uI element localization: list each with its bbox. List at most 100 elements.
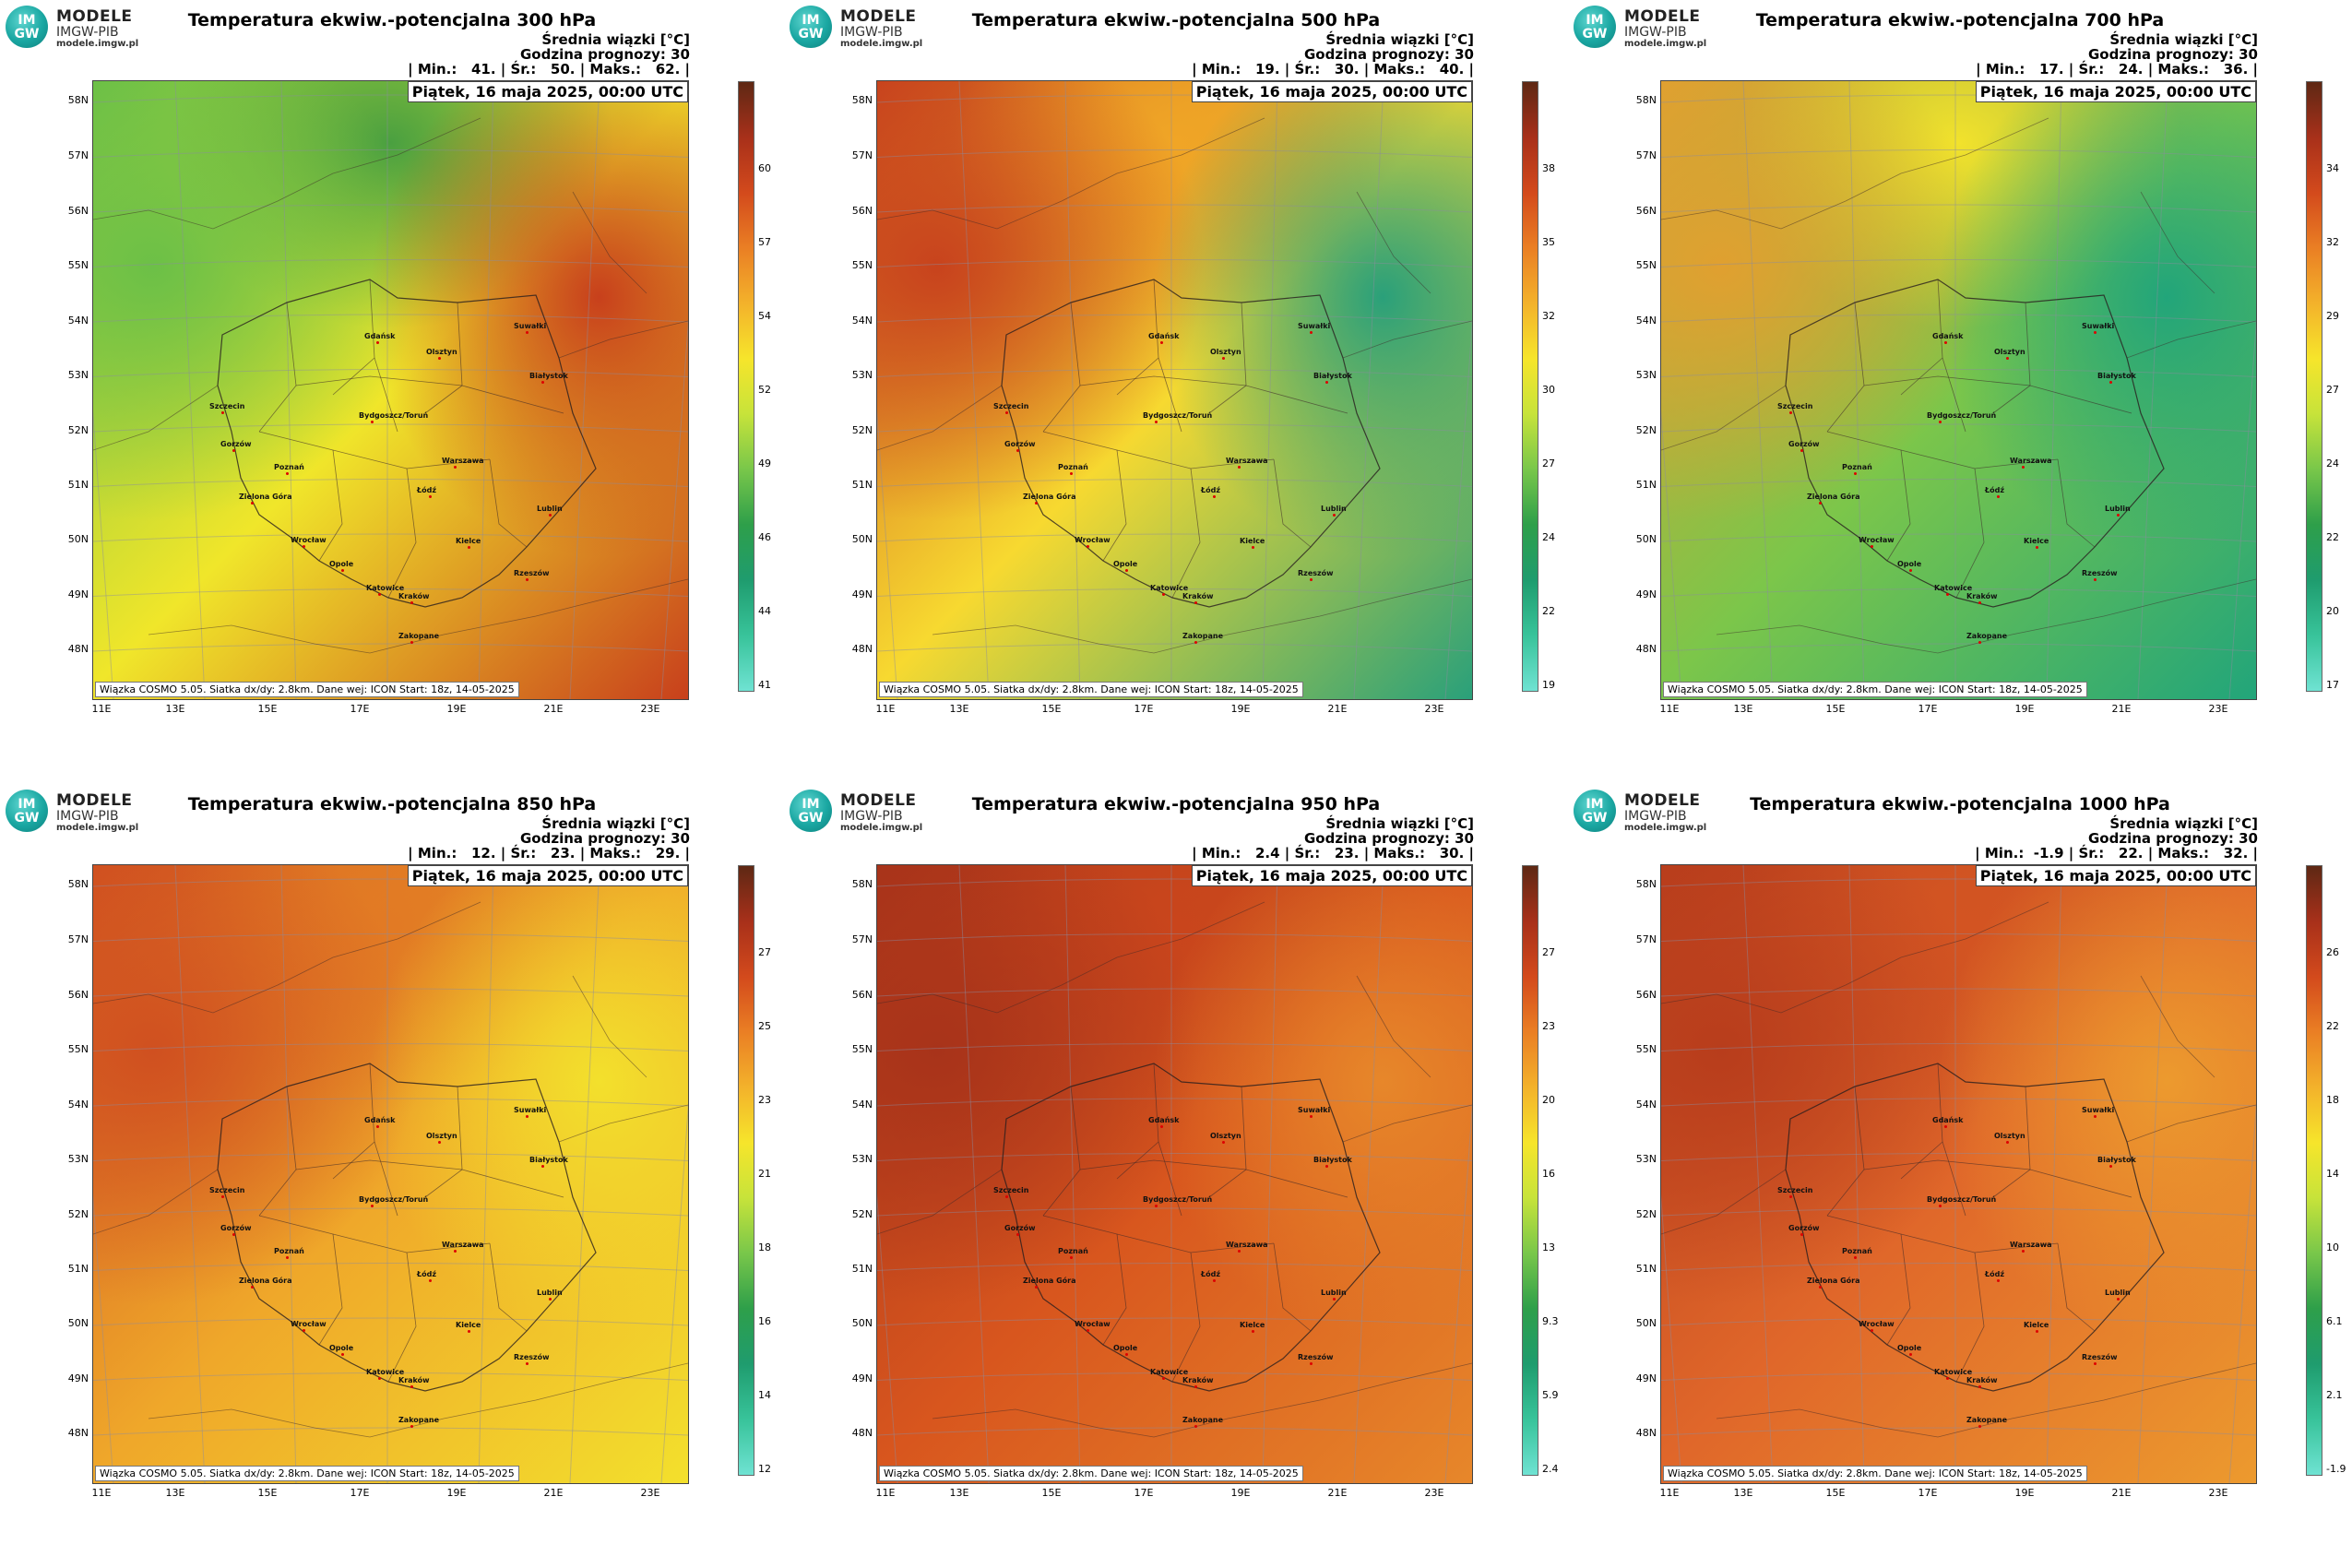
map-title: Temperatura ekwiw.-potencjalna 850 hPa xyxy=(187,794,597,814)
latitude-gridline xyxy=(93,1098,688,1107)
latitude-gridline xyxy=(877,643,1472,652)
latitude-gridline xyxy=(93,933,688,942)
longitude-label: 11E xyxy=(875,1487,896,1499)
latitude-label: 58N xyxy=(851,878,873,890)
city-label: Kraków xyxy=(1966,1376,1998,1384)
voivodeship-border xyxy=(1826,431,2059,469)
longitude-label: 17E xyxy=(1918,703,1938,715)
city-marker xyxy=(1087,1329,1089,1332)
city-label: Białystok xyxy=(1313,372,1352,380)
latitude-label: 51N xyxy=(1635,479,1657,491)
map-panel: IM GW MODELE IMGW-PIB modele.imgw.pl Temperat… xyxy=(784,784,1568,1568)
forecast-hour-label: Godzina prognozy: 30 xyxy=(2087,46,2258,63)
city-marker xyxy=(549,1298,552,1301)
map-area: Gdańsk Suwałki Olsztyn Białystok Szczecin Byd… xyxy=(92,80,689,700)
logo-line1: MODELE xyxy=(1624,7,1701,26)
city-marker xyxy=(2094,1115,2097,1118)
imgw-logo: IM GW MODELE IMGW-PIB modele.imgw.pl xyxy=(6,6,144,52)
longitude-label: 17E xyxy=(1134,1487,1154,1499)
logo-mark-bottom: GW xyxy=(798,811,824,826)
map-graticule-and-borders xyxy=(1661,81,2256,699)
longitude-gridline xyxy=(2137,81,2168,699)
longitude-gridline xyxy=(174,865,206,1483)
voivodeship-border xyxy=(1042,302,1081,433)
latitude-label: 53N xyxy=(851,1153,873,1165)
city-marker xyxy=(468,546,470,549)
latitude-gridline xyxy=(877,314,1472,323)
latitude-gridline xyxy=(93,1207,688,1217)
longitude-label: 19E xyxy=(2014,703,2035,715)
city-label: Kielce xyxy=(456,537,481,545)
latitude-label: 56N xyxy=(1635,989,1657,1001)
city-marker xyxy=(1035,502,1038,505)
latitude-label: 55N xyxy=(67,1043,89,1055)
city-label: Gorzów xyxy=(220,1224,252,1232)
logo-line2: IMGW-PIB xyxy=(840,809,903,824)
city-marker xyxy=(1997,495,2000,498)
longitude-label: 19E xyxy=(446,1487,467,1499)
city-marker xyxy=(1944,341,1947,344)
longitude-label: 23E xyxy=(2208,703,2228,715)
city-label: Suwałki xyxy=(514,1106,547,1114)
city-label: Gorzów xyxy=(1788,440,1820,448)
longitude-label: 17E xyxy=(1918,1487,1938,1499)
latitude-label: 55N xyxy=(67,259,89,271)
latitude-gridline xyxy=(877,533,1472,542)
city-marker xyxy=(341,1353,344,1356)
city-marker xyxy=(549,514,552,517)
colorbar-tick-label: 16 xyxy=(758,1315,771,1327)
logo-mark-bottom: GW xyxy=(14,27,40,42)
forecast-date: Piątek, 16 maja 2025, 00:00 UTC xyxy=(1191,865,1472,886)
country-border xyxy=(2126,1104,2256,1143)
logo-line1: MODELE xyxy=(840,791,917,810)
longitude-gridline xyxy=(1848,81,1865,699)
map-title: Temperatura ekwiw.-potencjalna 950 hPa xyxy=(971,794,1381,814)
city-label: Rzeszów xyxy=(1298,1353,1334,1361)
country-border xyxy=(1661,1169,1787,1235)
latitude-label: 53N xyxy=(1635,369,1657,381)
city-marker xyxy=(1333,1298,1336,1301)
latitude-gridline xyxy=(877,1207,1472,1217)
country-border xyxy=(558,320,688,359)
city-marker xyxy=(1310,1115,1313,1118)
city-marker xyxy=(1854,1256,1857,1259)
city-marker xyxy=(454,466,457,469)
map-area: Gdańsk Suwałki Olsztyn Białystok Szczecin Byd… xyxy=(876,864,1473,1484)
latitude-label: 54N xyxy=(67,315,89,327)
longitude-label: 11E xyxy=(1659,1487,1680,1499)
city-marker xyxy=(2036,546,2038,549)
city-marker xyxy=(1222,1141,1225,1144)
map-area: Gdańsk Suwałki Olsztyn Białystok Szczecin Byd… xyxy=(1660,80,2257,700)
city-marker xyxy=(1871,1329,1873,1332)
country-border xyxy=(1716,1362,2256,1438)
longitude-gridline xyxy=(958,865,990,1483)
city-label: Opole xyxy=(1113,560,1138,568)
longitude-label: 13E xyxy=(165,703,185,715)
city-label: Lublin xyxy=(1321,1289,1347,1297)
logo-mark: IM GW xyxy=(6,790,48,832)
longitude-label: 23E xyxy=(2208,1487,2228,1499)
city-label: Zakopane xyxy=(398,1416,440,1424)
longitude-label: 11E xyxy=(91,1487,112,1499)
city-label: Zielona Góra xyxy=(1807,493,1860,501)
voivodeship-border xyxy=(1042,1215,1275,1253)
map-area: Gdańsk Suwałki Olsztyn Białystok Szczecin Byd… xyxy=(876,80,1473,700)
latitude-label: 54N xyxy=(67,1099,89,1111)
latitude-gridline xyxy=(1661,988,2256,997)
latitude-label: 57N xyxy=(851,149,873,161)
city-label: Zakopane xyxy=(1182,632,1224,640)
latitude-gridline xyxy=(93,1043,688,1051)
colorbar-tick-label: 16 xyxy=(1542,1168,1555,1180)
latitude-label: 51N xyxy=(1635,1263,1657,1275)
city-marker xyxy=(1939,1205,1942,1207)
latitude-gridline xyxy=(877,1098,1472,1107)
country-border xyxy=(877,117,1265,230)
logo-mark-top: IM xyxy=(802,13,820,28)
city-label: Poznań xyxy=(1058,463,1088,471)
city-marker xyxy=(2094,1362,2097,1365)
city-label: Gdańsk xyxy=(1932,332,1964,340)
longitude-label: 21E xyxy=(543,703,564,715)
city-marker xyxy=(429,495,432,498)
city-marker xyxy=(1325,1165,1328,1168)
latitude-label: 53N xyxy=(67,1153,89,1165)
